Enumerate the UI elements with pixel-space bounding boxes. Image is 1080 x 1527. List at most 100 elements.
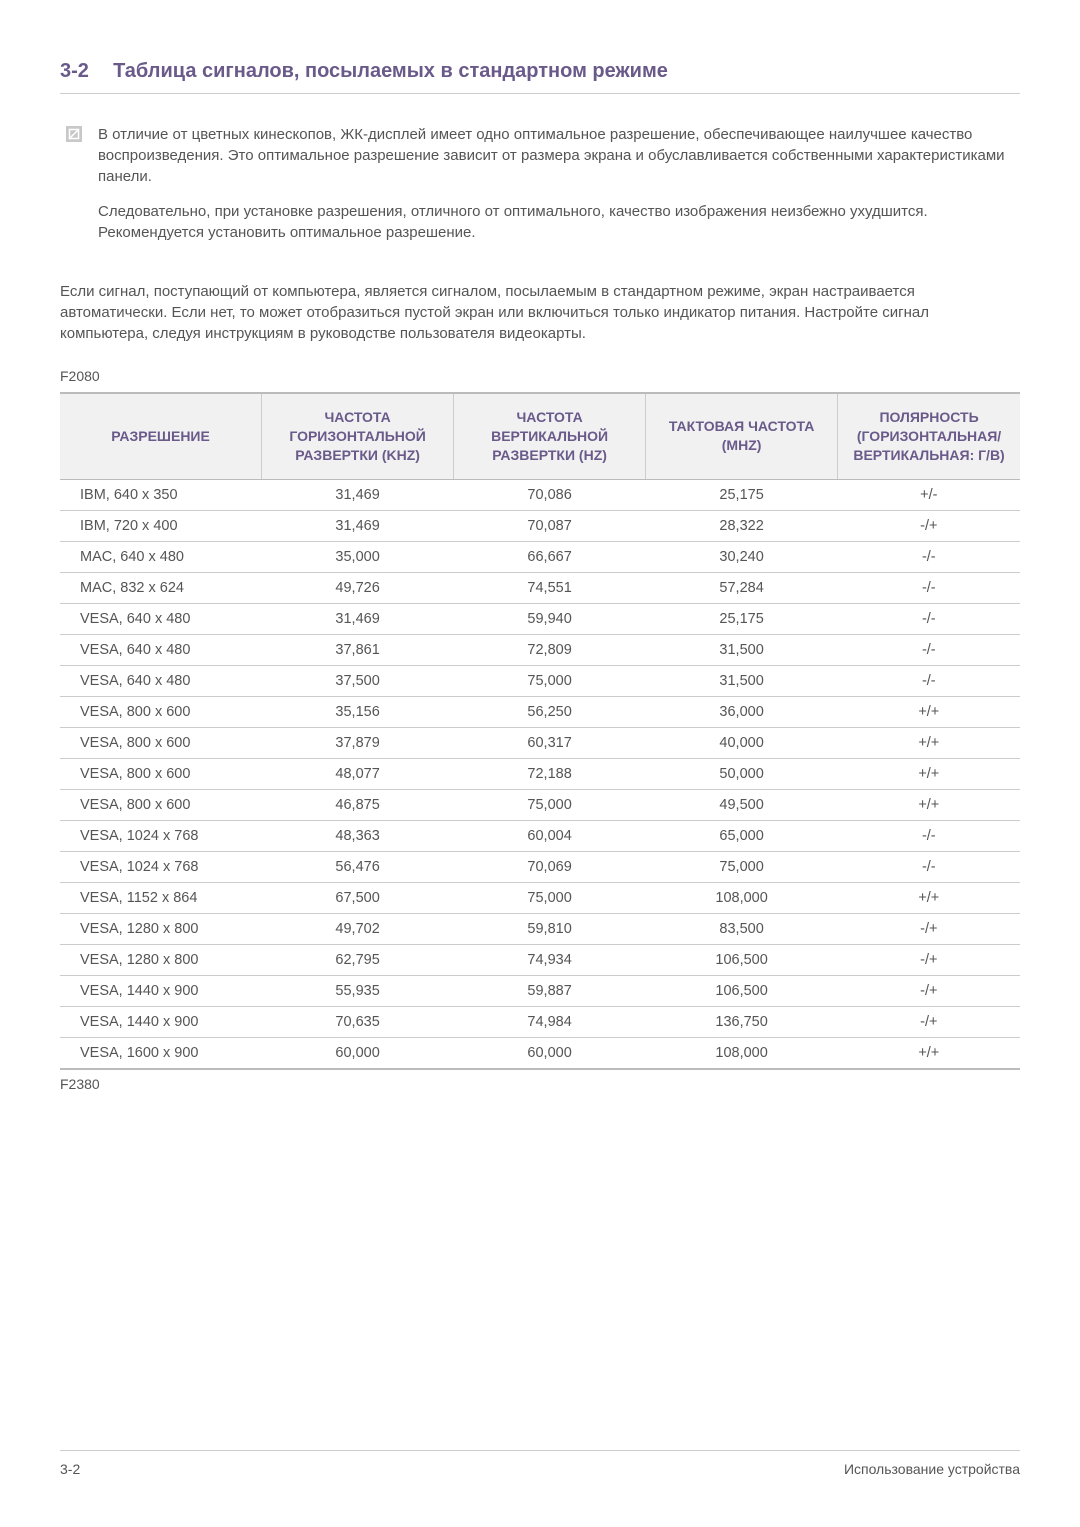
table-cell: +/+: [838, 789, 1020, 820]
table-cell: 35,156: [262, 696, 454, 727]
table-header-cell: РАЗРЕШЕНИЕ: [60, 393, 262, 479]
table-header-cell: ПОЛЯРНОСТЬ (ГОРИЗОНТАЛЬНАЯ/ВЕРТИКАЛЬНАЯ:…: [838, 393, 1020, 479]
table-cell: VESA, 800 x 600: [60, 696, 262, 727]
page-footer: 3-2 Использование устройства: [60, 1450, 1020, 1477]
table-cell: -/+: [838, 913, 1020, 944]
table-cell: 35,000: [262, 541, 454, 572]
table-cell: 136,750: [646, 1006, 838, 1037]
table-cell: 37,861: [262, 634, 454, 665]
table-cell: 70,086: [454, 479, 646, 510]
table-cell: 70,069: [454, 851, 646, 882]
section-number: 3-2: [60, 60, 89, 82]
table-cell: 60,000: [262, 1037, 454, 1069]
table-cell: 49,726: [262, 572, 454, 603]
table-cell: 31,500: [646, 665, 838, 696]
table-cell: VESA, 640 x 480: [60, 634, 262, 665]
table-cell: VESA, 1440 x 900: [60, 1006, 262, 1037]
table-header-cell: ЧАСТОТА ВЕРТИКАЛЬНОЙ РАЗВЕРТКИ (HZ): [454, 393, 646, 479]
table-cell: 37,500: [262, 665, 454, 696]
table-cell: 49,500: [646, 789, 838, 820]
table-row: VESA, 800 x 60035,15656,25036,000+/+: [60, 696, 1020, 727]
table-cell: 106,500: [646, 975, 838, 1006]
table-cell: 60,317: [454, 727, 646, 758]
table-cell: 56,476: [262, 851, 454, 882]
table-cell: 59,887: [454, 975, 646, 1006]
table-cell: 66,667: [454, 541, 646, 572]
table-cell: +/+: [838, 1037, 1020, 1069]
table-cell: 60,000: [454, 1037, 646, 1069]
table-cell: -/+: [838, 1006, 1020, 1037]
table-row: VESA, 1600 x 90060,00060,000108,000+/+: [60, 1037, 1020, 1069]
table-cell: -/+: [838, 975, 1020, 1006]
table-cell: 31,469: [262, 603, 454, 634]
table-cell: -/-: [838, 541, 1020, 572]
table-row: VESA, 800 x 60048,07772,18850,000+/+: [60, 758, 1020, 789]
table-cell: 59,810: [454, 913, 646, 944]
table-cell: 25,175: [646, 479, 838, 510]
table-row: VESA, 800 x 60046,87575,00049,500+/+: [60, 789, 1020, 820]
model-label-1: F2080: [60, 368, 1020, 384]
table-cell: 62,795: [262, 944, 454, 975]
table-cell: VESA, 1280 x 800: [60, 944, 262, 975]
table-cell: 59,940: [454, 603, 646, 634]
table-cell: 70,087: [454, 510, 646, 541]
section-title: Таблица сигналов, посылаемых в стандартн…: [113, 60, 668, 82]
table-cell: 67,500: [262, 882, 454, 913]
table-cell: VESA, 1600 x 900: [60, 1037, 262, 1069]
table-cell: 108,000: [646, 882, 838, 913]
table-cell: 31,469: [262, 510, 454, 541]
note-icon: [66, 126, 88, 257]
footer-left: 3-2: [60, 1461, 80, 1477]
table-cell: MAC, 640 x 480: [60, 541, 262, 572]
table-cell: -/+: [838, 944, 1020, 975]
table-cell: -/-: [838, 665, 1020, 696]
table-cell: 40,000: [646, 727, 838, 758]
table-cell: 74,934: [454, 944, 646, 975]
table-cell: 75,000: [646, 851, 838, 882]
table-cell: VESA, 800 x 600: [60, 789, 262, 820]
table-cell: 36,000: [646, 696, 838, 727]
table-cell: 70,635: [262, 1006, 454, 1037]
note-paragraph-2: Следовательно, при установке разрешения,…: [98, 201, 1020, 243]
table-cell: VESA, 800 x 600: [60, 727, 262, 758]
table-cell: 74,984: [454, 1006, 646, 1037]
table-cell: 65,000: [646, 820, 838, 851]
table-cell: VESA, 1152 x 864: [60, 882, 262, 913]
table-cell: -/+: [838, 510, 1020, 541]
table-cell: IBM, 640 x 350: [60, 479, 262, 510]
table-row: VESA, 1152 x 86467,50075,000108,000+/+: [60, 882, 1020, 913]
table-header-cell: ЧАСТОТА ГОРИЗОНТАЛЬНОЙ РАЗВЕРТКИ (KHZ): [262, 393, 454, 479]
table-cell: 37,879: [262, 727, 454, 758]
body-paragraph: Если сигнал, поступающий от компьютера, …: [60, 281, 1020, 344]
table-cell: 30,240: [646, 541, 838, 572]
table-cell: +/+: [838, 758, 1020, 789]
table-header-cell: ТАКТОВАЯ ЧАСТОТА (MHZ): [646, 393, 838, 479]
table-cell: 31,469: [262, 479, 454, 510]
table-cell: 46,875: [262, 789, 454, 820]
table-cell: VESA, 800 x 600: [60, 758, 262, 789]
table-row: VESA, 1440 x 90055,93559,887106,500-/+: [60, 975, 1020, 1006]
table-cell: 75,000: [454, 665, 646, 696]
table-cell: MAC, 832 x 624: [60, 572, 262, 603]
table-cell: IBM, 720 x 400: [60, 510, 262, 541]
table-cell: VESA, 1280 x 800: [60, 913, 262, 944]
note-paragraph-1: В отличие от цветных кинескопов, ЖК-дисп…: [98, 124, 1020, 187]
table-cell: 108,000: [646, 1037, 838, 1069]
table-cell: VESA, 1024 x 768: [60, 851, 262, 882]
table-cell: 48,077: [262, 758, 454, 789]
table-cell: 31,500: [646, 634, 838, 665]
table-cell: 48,363: [262, 820, 454, 851]
note-text: В отличие от цветных кинескопов, ЖК-дисп…: [98, 124, 1020, 257]
table-cell: 57,284: [646, 572, 838, 603]
table-cell: -/-: [838, 820, 1020, 851]
table-row: VESA, 800 x 60037,87960,31740,000+/+: [60, 727, 1020, 758]
footer-right: Использование устройства: [844, 1461, 1020, 1477]
table-row: MAC, 640 x 48035,00066,66730,240-/-: [60, 541, 1020, 572]
table-row: VESA, 1440 x 90070,63574,984136,750-/+: [60, 1006, 1020, 1037]
table-cell: 75,000: [454, 789, 646, 820]
table-cell: VESA, 640 x 480: [60, 603, 262, 634]
table-cell: 72,188: [454, 758, 646, 789]
table-row: VESA, 1280 x 80062,79574,934106,500-/+: [60, 944, 1020, 975]
table-cell: 55,935: [262, 975, 454, 1006]
table-row: VESA, 640 x 48037,86172,80931,500-/-: [60, 634, 1020, 665]
